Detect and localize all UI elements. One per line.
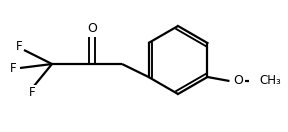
Text: F: F (16, 41, 22, 53)
Text: O: O (234, 74, 243, 88)
Text: CH₃: CH₃ (259, 74, 281, 88)
Text: F: F (10, 62, 16, 74)
Text: F: F (29, 86, 35, 100)
Text: O: O (87, 22, 97, 36)
